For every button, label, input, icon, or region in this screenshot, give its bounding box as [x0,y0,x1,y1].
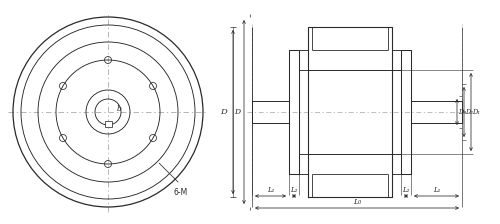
Bar [104,121,112,127]
Text: D: D [220,108,227,116]
Text: b: b [117,105,122,113]
Text: L₁: L₁ [267,186,274,194]
Text: D₁: D₁ [472,108,480,116]
Text: L₂: L₂ [402,186,409,194]
Text: L₂: L₂ [290,186,298,194]
Text: L₁: L₁ [433,186,440,194]
Text: 6-M: 6-M [173,188,188,197]
Text: L₀: L₀ [353,198,361,206]
Text: D₃: D₃ [458,108,466,116]
Text: D: D [234,108,240,116]
Text: D₂: D₂ [465,108,473,116]
